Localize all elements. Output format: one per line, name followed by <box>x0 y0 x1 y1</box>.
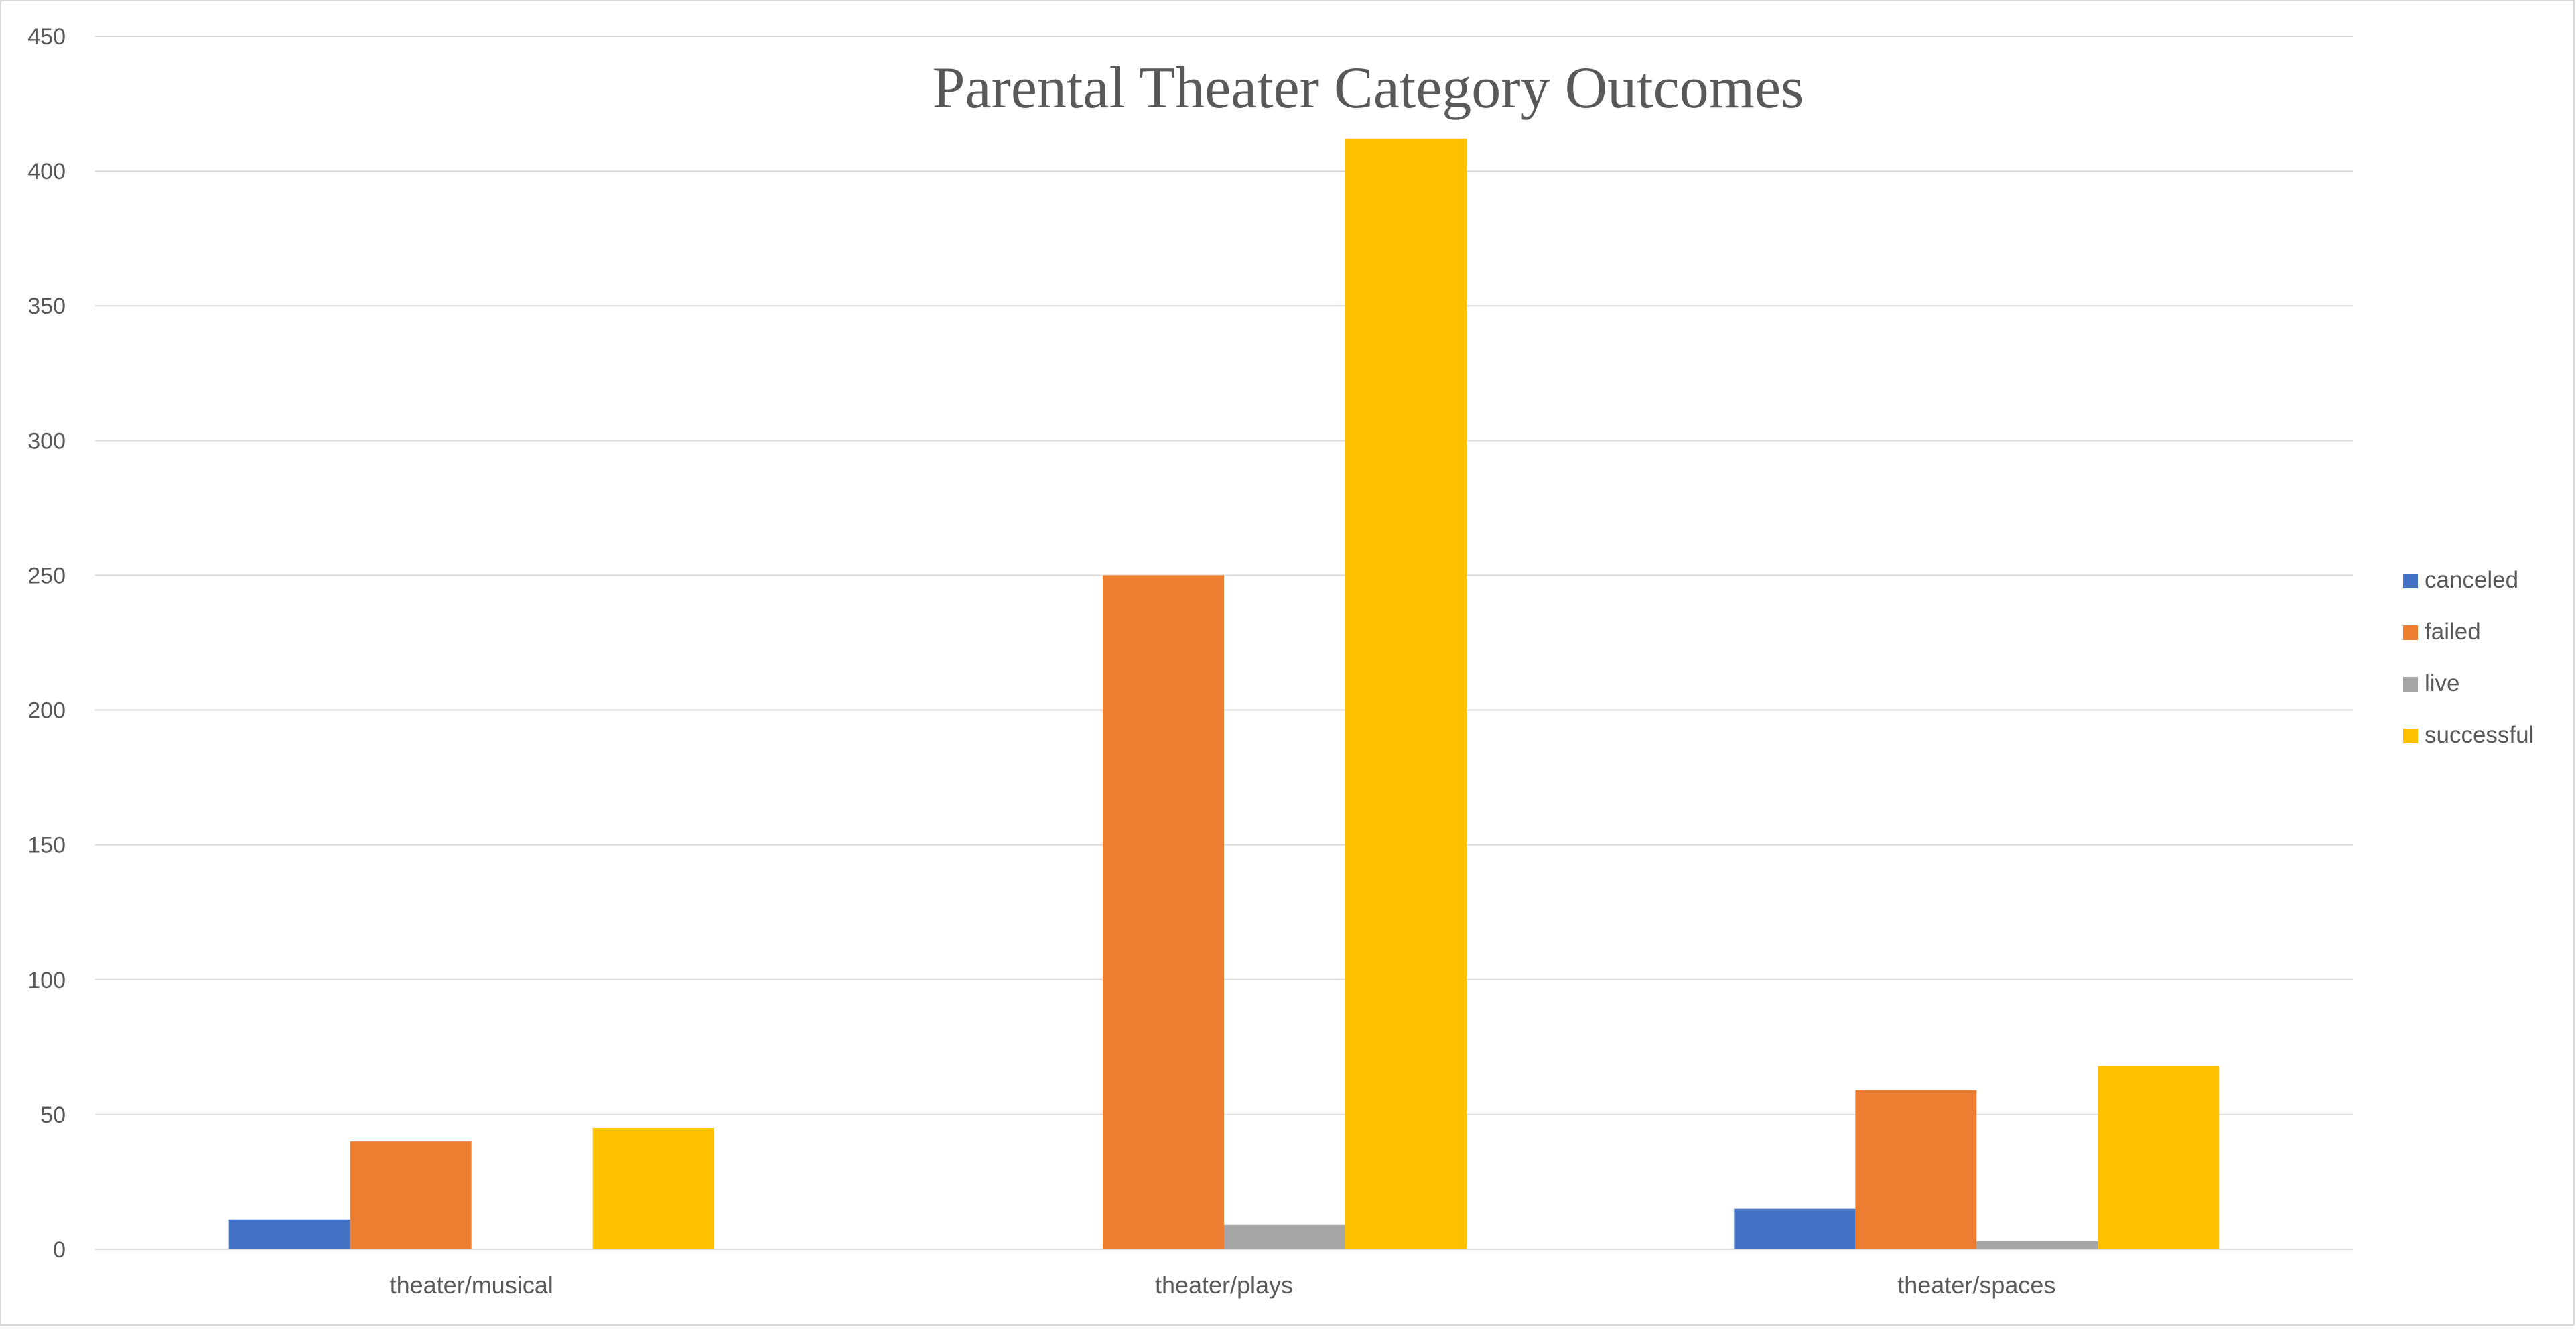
bar-successful-1 <box>1345 138 1467 1249</box>
legend-swatch-successful <box>2403 729 2418 743</box>
bar-canceled-0 <box>228 1219 350 1249</box>
y-tick-label: 300 <box>27 428 66 454</box>
legend: canceled failed live successful <box>2403 567 2534 748</box>
x-category-label: theater/musical <box>390 1271 553 1299</box>
legend-label-live: live <box>2425 670 2460 696</box>
bar-live-1 <box>1224 1224 1345 1249</box>
bar-live-2 <box>1976 1241 2098 1249</box>
y-tick-label: 400 <box>27 159 66 184</box>
y-tick-label: 200 <box>27 698 66 724</box>
y-tick-label: 50 <box>40 1102 66 1128</box>
bar-failed-1 <box>1103 575 1224 1249</box>
x-category-label: theater/plays <box>1155 1271 1293 1299</box>
bar-successful-2 <box>2098 1066 2220 1249</box>
y-tick-label: 150 <box>27 833 66 859</box>
bar-canceled-2 <box>1734 1208 1856 1249</box>
x-category-label: theater/spaces <box>1897 1271 2055 1299</box>
bars <box>228 138 2220 1249</box>
legend-label-canceled: canceled <box>2425 567 2518 593</box>
legend-swatch-canceled <box>2403 574 2418 588</box>
y-tick-label: 100 <box>27 968 66 993</box>
legend-swatch-live <box>2403 677 2418 692</box>
legend-swatch-failed <box>2403 625 2418 640</box>
y-tick-label: 450 <box>27 24 66 50</box>
legend-label-failed: failed <box>2425 619 2481 645</box>
legend-label-successful: successful <box>2425 722 2534 748</box>
y-tick-label: 250 <box>27 563 66 588</box>
y-tick-label: 0 <box>53 1237 66 1263</box>
y-tick-label: 350 <box>27 294 66 319</box>
chart-title: Parental Theater Category Outcomes <box>933 56 1804 121</box>
axes: 0 50 100 150 200 250 300 350 400 450 theater/music… <box>27 24 2055 1299</box>
bar-failed-0 <box>350 1141 472 1249</box>
bar-successful-0 <box>592 1128 714 1249</box>
bar-failed-2 <box>1855 1090 1977 1249</box>
